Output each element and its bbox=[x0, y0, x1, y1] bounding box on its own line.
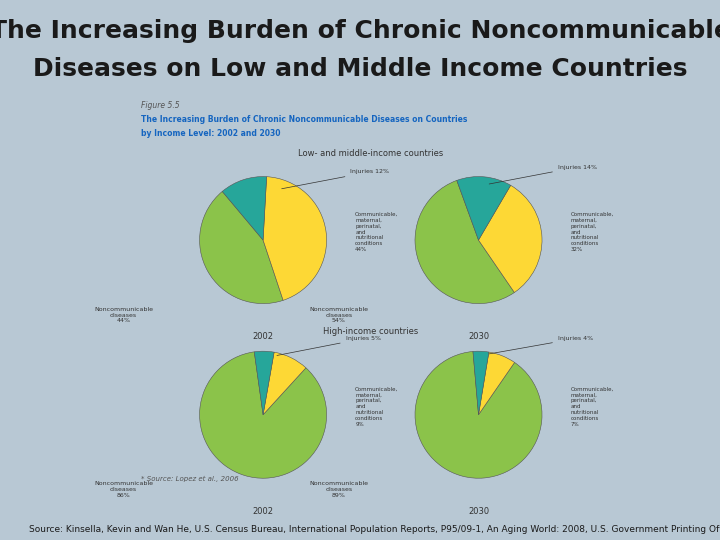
Text: Noncommunicable
diseases
44%: Noncommunicable diseases 44% bbox=[94, 307, 153, 323]
Text: Injuries 4%: Injuries 4% bbox=[489, 336, 593, 354]
Text: Source: Kinsella, Kevin and Wan He, U.S. Census Bureau, International Population: Source: Kinsella, Kevin and Wan He, U.S.… bbox=[29, 524, 720, 534]
Text: High-income countries: High-income countries bbox=[323, 327, 418, 336]
Text: 2002: 2002 bbox=[253, 332, 274, 341]
Text: 2030: 2030 bbox=[468, 332, 489, 341]
Text: Noncommunicable
diseases
86%: Noncommunicable diseases 86% bbox=[94, 481, 153, 498]
Wedge shape bbox=[199, 352, 327, 478]
Text: 2002: 2002 bbox=[253, 507, 274, 516]
Wedge shape bbox=[479, 352, 515, 415]
Text: Low- and middle-income countries: Low- and middle-income countries bbox=[298, 149, 444, 158]
Wedge shape bbox=[456, 177, 510, 240]
Wedge shape bbox=[263, 352, 306, 415]
Wedge shape bbox=[415, 180, 514, 303]
Text: by Income Level: 2002 and 2030: by Income Level: 2002 and 2030 bbox=[140, 129, 280, 138]
Wedge shape bbox=[254, 351, 274, 415]
Text: Injuries 5%: Injuries 5% bbox=[277, 336, 381, 355]
Text: Communicable,
maternal,
perinatal,
and
nutritional
conditions
7%: Communicable, maternal, perinatal, and n… bbox=[570, 387, 614, 427]
Text: Noncommunicable
diseases
54%: Noncommunicable diseases 54% bbox=[310, 307, 369, 323]
Text: The Increasing Burden of Chronic Noncommunicable Diseases on Countries: The Increasing Burden of Chronic Noncomm… bbox=[140, 115, 467, 124]
Text: Noncommunicable
diseases
89%: Noncommunicable diseases 89% bbox=[310, 481, 369, 498]
Wedge shape bbox=[415, 352, 542, 478]
Wedge shape bbox=[263, 177, 327, 300]
Text: Communicable,
maternal,
perinatal,
and
nutritional
conditions
44%: Communicable, maternal, perinatal, and n… bbox=[355, 212, 398, 252]
Wedge shape bbox=[199, 192, 283, 303]
Text: Communicable,
maternal,
perinatal,
and
nutritional
conditions
32%: Communicable, maternal, perinatal, and n… bbox=[570, 212, 614, 252]
Text: Injuries 14%: Injuries 14% bbox=[489, 165, 597, 184]
Text: Communicable,
maternal,
perinatal,
and
nutritional
conditions
9%: Communicable, maternal, perinatal, and n… bbox=[355, 387, 398, 427]
Wedge shape bbox=[479, 185, 542, 293]
Text: Diseases on Low and Middle Income Countries: Diseases on Low and Middle Income Countr… bbox=[32, 57, 688, 80]
Wedge shape bbox=[222, 177, 266, 240]
Text: 2030: 2030 bbox=[468, 507, 489, 516]
Text: Figure 5.5: Figure 5.5 bbox=[140, 101, 179, 110]
Wedge shape bbox=[473, 351, 489, 415]
Text: Injuries 12%: Injuries 12% bbox=[282, 170, 390, 189]
Text: * Source: Lopez et al., 2006: * Source: Lopez et al., 2006 bbox=[140, 476, 238, 482]
Text: The Increasing Burden of Chronic Noncommunicable: The Increasing Burden of Chronic Noncomm… bbox=[0, 19, 720, 43]
